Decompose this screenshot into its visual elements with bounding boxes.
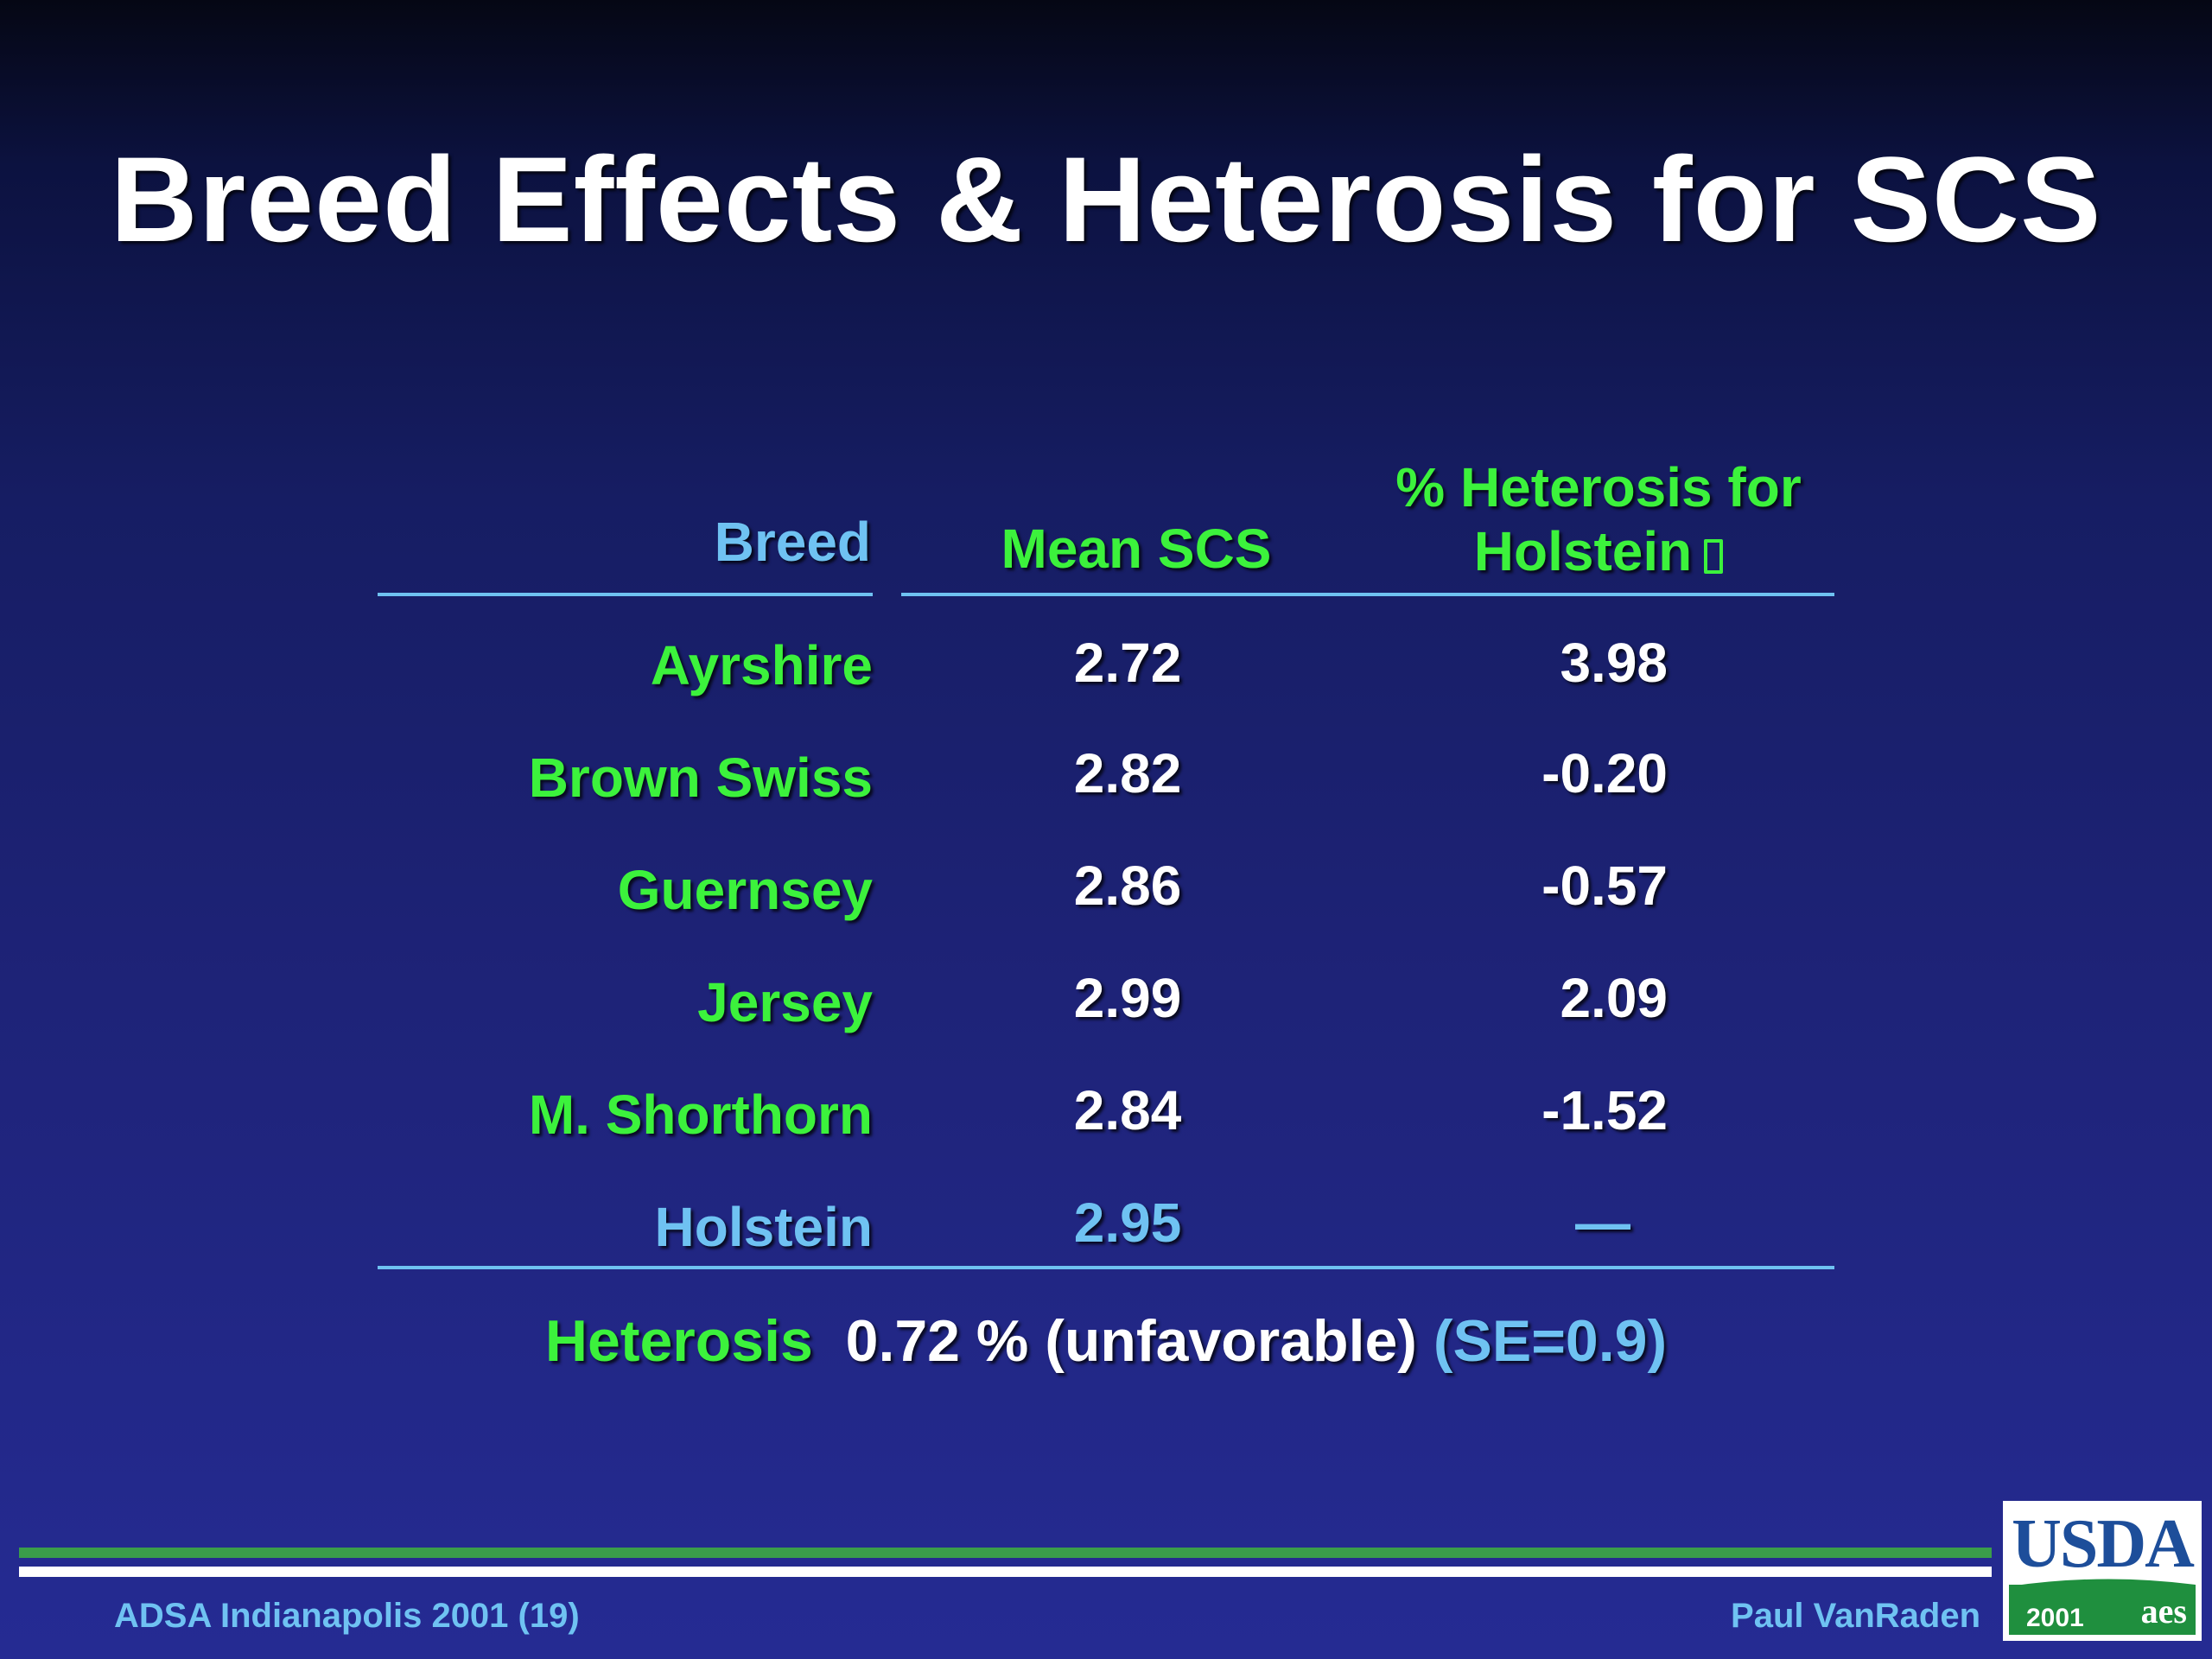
column-header-mean-scs: Mean SCS [1001, 518, 1272, 580]
row-breed: M. Shorthorn [528, 1084, 873, 1146]
column-header-breed: Breed [714, 511, 871, 573]
row-mean-scs: 2.86 [1073, 855, 1182, 917]
usda-logo-year: 2001 [2026, 1604, 2084, 1632]
slide-title: Breed Effects & Heterosis for SCS [110, 131, 2102, 267]
row-mean-scs: 2.72 [1073, 632, 1182, 694]
usda-logo-text: USDA [2012, 1506, 2195, 1582]
heterosis-summary: Heterosis 0.72 % (unfavorable) (SE=0.9) [0, 1307, 2212, 1375]
row-heterosis: -0.57 [1541, 855, 1668, 917]
footer-rule-white [19, 1567, 1992, 1577]
row-breed: Jersey [697, 971, 873, 1033]
row-breed: Ayrshire [650, 634, 873, 696]
column-header-heterosis-line1: % Heterosis for [1395, 456, 1802, 518]
column-header-heterosis-holstein: Holstein [1473, 519, 1693, 582]
heterosis-summary-label: Heterosis [544, 1308, 813, 1374]
row-breed: Holstein [654, 1196, 873, 1258]
usda-logo: USDA 2001 aes [2003, 1501, 2202, 1641]
row-breed: Brown Swiss [528, 747, 873, 809]
heterosis-summary-se: (SE=0.9) [1433, 1308, 1668, 1374]
column-header-heterosis-line2: Holstein [1348, 520, 1849, 584]
footer-rule-green [19, 1548, 1992, 1558]
row-heterosis: 2.09 [1560, 967, 1668, 1029]
logo-swoosh-icon [2009, 1579, 2196, 1586]
aes-logo-mark: aes [2140, 1592, 2187, 1630]
row-mean-scs: 2.95 [1073, 1192, 1182, 1254]
heterosis-summary-value: 0.72 % (unfavorable) [845, 1308, 1417, 1374]
missing-glyph-icon [1704, 538, 1724, 574]
row-mean-scs: 2.99 [1073, 967, 1182, 1029]
header-rule-right [901, 593, 1834, 596]
table-bottom-rule [378, 1266, 1834, 1269]
row-heterosis: -1.52 [1541, 1079, 1668, 1141]
row-breed: Guernsey [617, 859, 873, 921]
row-heterosis: — [1575, 1192, 1630, 1254]
header-rule-left [378, 593, 873, 596]
row-mean-scs: 2.82 [1073, 742, 1182, 804]
row-heterosis: 3.98 [1560, 632, 1668, 694]
column-header-heterosis: % Heterosis for Holstein [1348, 456, 1849, 583]
row-heterosis: -0.20 [1541, 742, 1668, 804]
usda-logo-band: 2001 aes [2009, 1585, 2196, 1635]
footer-right-text: Paul VanRaden [1731, 1597, 1980, 1635]
row-mean-scs: 2.84 [1073, 1079, 1182, 1141]
footer-left-text: ADSA Indianapolis 2001 (19) [114, 1597, 580, 1635]
